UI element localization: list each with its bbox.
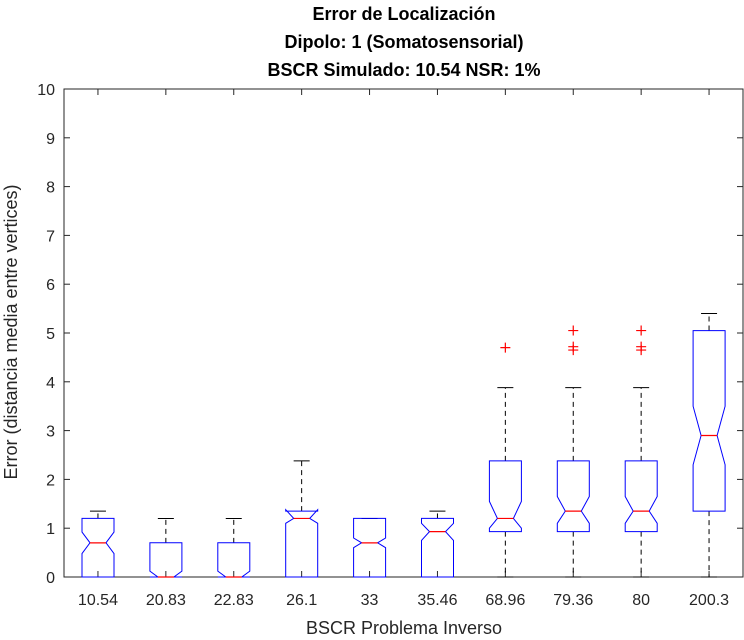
y-tick-label: 5 [46,326,55,343]
box [81,517,115,578]
box [285,508,319,578]
plot-area: 0 1 2 3 4 5 6 7 8 9 10 10.54 20.83 22.83 26.1 33 35.46 68… [37,82,744,609]
outlier-marker [568,325,579,336]
box [217,542,251,578]
chart-title-line-1: Error de Localización [312,4,495,24]
x-tick-label: 80 [632,592,650,609]
x-tick-label: 22.83 [214,592,254,609]
x-tick-label: 68.96 [485,592,525,609]
y-tick-label: 9 [46,131,55,148]
y-tick-label: 1 [46,521,55,538]
y-tick-label: 4 [46,375,55,392]
box [353,517,387,578]
outlier-marker [568,341,579,352]
box [692,330,726,512]
outlier-marker [500,342,511,353]
x-tick-label: 35.46 [417,592,457,609]
x-axis-label: BSCR Problema Inverso [306,618,502,638]
chart-title-line-3: BSCR Simulado: 10.54 NSR: 1% [267,60,540,80]
x-tick-label: 200.3 [689,592,729,609]
x-tick-label: 10.54 [78,592,118,609]
outlier-marker [636,341,647,352]
y-tick-label: 7 [46,228,55,245]
box [149,542,183,578]
y-tick-label: 8 [46,180,55,197]
y-tick-label: 6 [46,277,55,294]
box [556,460,590,533]
y-tick-label: 0 [46,570,55,587]
box [421,517,454,578]
box [488,460,522,533]
x-tick-label: 26.1 [286,592,317,609]
y-tick-label: 3 [46,424,55,441]
chart-title-line-2: Dipolo: 1 (Somatosensorial) [284,32,523,52]
box [624,460,658,533]
x-tick-label: 33 [361,592,379,609]
y-tick-label: 10 [37,82,55,99]
y-tick-label: 2 [46,472,55,489]
x-tick-label: 20.83 [146,592,186,609]
y-axis-label: Error (distancia media entre vertices) [1,184,21,479]
outlier-marker [636,325,647,336]
x-tick-label: 79.36 [553,592,593,609]
